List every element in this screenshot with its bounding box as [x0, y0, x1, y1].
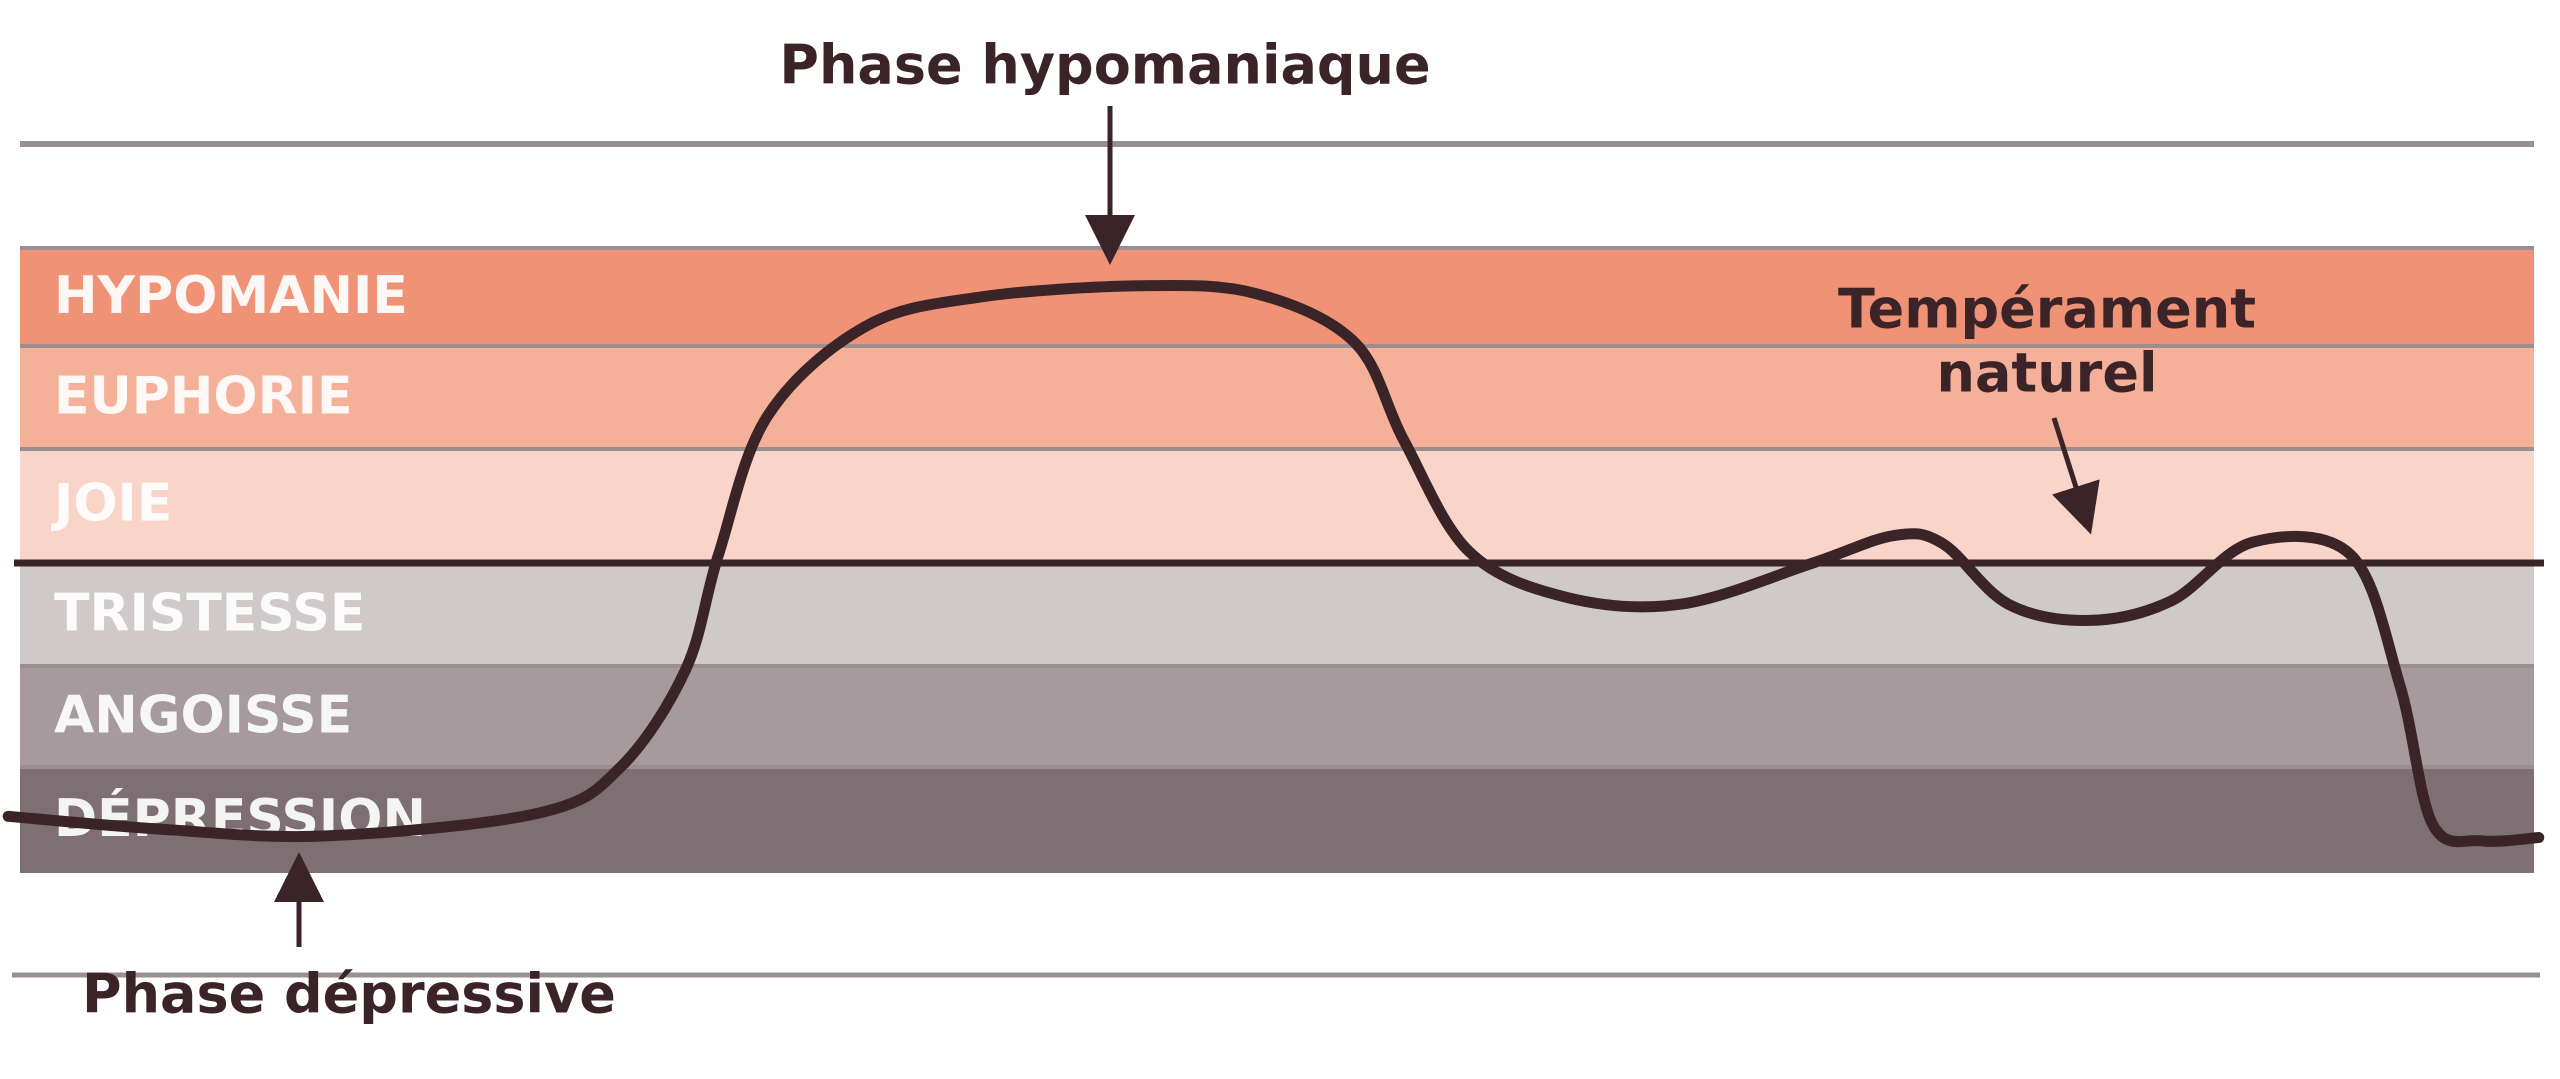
band	[20, 346, 2534, 449]
mood-curve	[2, 279, 2545, 848]
band	[20, 449, 2534, 560]
annotation-hypomanic: Phase hypomaniaque	[779, 34, 1430, 97]
annotation-temperament-1: Tempérament	[1838, 278, 2256, 341]
bands: HYPOMANIEEUPHORIEJOIETRISTESSEANGOISSEDÉ…	[20, 246, 2534, 873]
arrow-temperament	[2051, 417, 2100, 535]
band	[20, 563, 2534, 666]
annotation-temperament-2: naturel	[1937, 342, 2158, 405]
band-label: JOIE	[51, 474, 172, 534]
band	[20, 666, 2534, 767]
band-label: ANGOISSE	[54, 686, 352, 746]
band-label: HYPOMANIE	[54, 266, 408, 326]
annotation-depressive: Phase dépressive	[82, 963, 616, 1026]
band	[20, 767, 2534, 873]
band-label: TRISTESSE	[54, 584, 365, 644]
band-label: EUPHORIE	[54, 367, 353, 427]
